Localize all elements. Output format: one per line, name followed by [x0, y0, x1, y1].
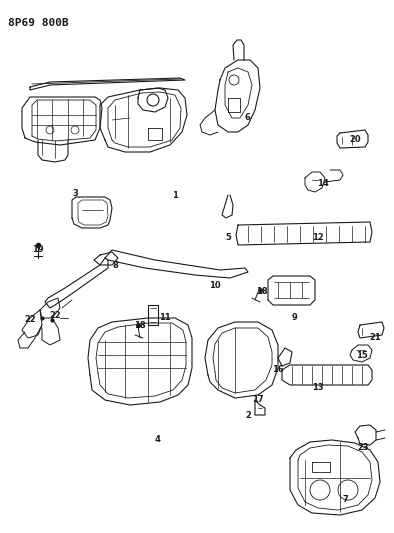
Text: 16: 16: [272, 366, 284, 375]
Text: 22: 22: [49, 311, 61, 319]
Text: 22: 22: [24, 316, 36, 325]
Text: 2: 2: [245, 410, 251, 419]
Text: 19: 19: [32, 246, 44, 254]
Text: 10: 10: [209, 280, 221, 289]
Text: 23: 23: [357, 442, 369, 451]
Text: 13: 13: [312, 384, 324, 392]
Text: 5: 5: [225, 233, 231, 243]
Text: 1: 1: [172, 190, 178, 199]
Text: 4: 4: [155, 435, 161, 445]
Text: 8P69 800B: 8P69 800B: [8, 18, 69, 28]
Text: 14: 14: [317, 179, 329, 188]
Text: 21: 21: [369, 334, 381, 343]
Text: 18: 18: [134, 321, 146, 330]
Text: 8: 8: [112, 261, 118, 270]
Text: 11: 11: [159, 313, 171, 322]
Text: 3: 3: [72, 189, 78, 198]
Text: 9: 9: [292, 312, 298, 321]
Text: 12: 12: [312, 233, 324, 243]
Text: 17: 17: [252, 395, 264, 405]
Text: 18: 18: [256, 287, 268, 296]
Text: 20: 20: [349, 135, 361, 144]
Text: 7: 7: [342, 496, 348, 505]
Text: 6: 6: [244, 114, 250, 123]
Text: 15: 15: [356, 351, 368, 359]
